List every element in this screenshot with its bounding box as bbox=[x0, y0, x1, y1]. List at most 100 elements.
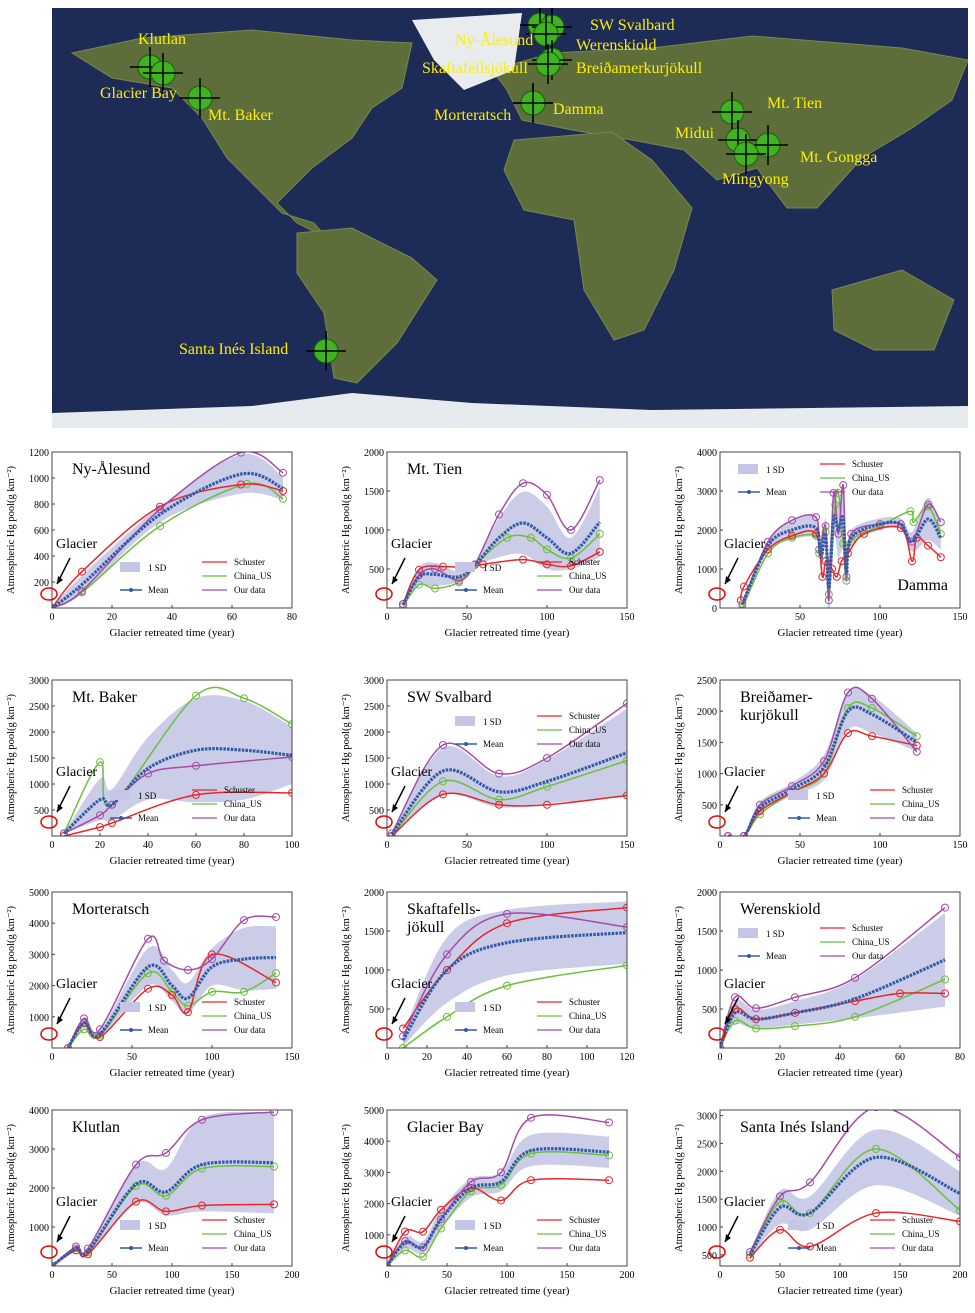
schuster-point bbox=[497, 1196, 505, 1205]
glacier-marker-icon bbox=[708, 1245, 726, 1259]
our_data-point bbox=[272, 912, 280, 921]
our_data-point bbox=[908, 537, 916, 546]
y-tick-label: 3000 bbox=[697, 487, 717, 498]
legend-our_data: Our data bbox=[569, 585, 600, 595]
y-tick-label: 2000 bbox=[29, 982, 49, 993]
chart-svg: 0 20 40 60 80 100 120 500 1000 1500 2000 Glacier re… bbox=[341, 888, 635, 1079]
schuster-line bbox=[67, 953, 277, 1048]
y-tick-label: 1000 bbox=[697, 770, 717, 781]
schuster-line bbox=[740, 525, 942, 601]
our_data-point bbox=[192, 761, 200, 770]
x-tick-label: 150 bbox=[225, 1270, 240, 1281]
x-tick-label: 100 bbox=[873, 612, 888, 623]
site-marker-icon[interactable] bbox=[513, 83, 553, 123]
our_data-line bbox=[402, 479, 601, 605]
chart-panel: 0 50 100 150 200 1000 2000 3000 4000 Glacier retr… bbox=[0, 1098, 325, 1313]
china_us-point bbox=[868, 704, 876, 713]
y-tick-label: 1500 bbox=[364, 927, 384, 938]
glacier-marker-icon bbox=[40, 815, 58, 829]
site-marker-icon[interactable] bbox=[712, 92, 752, 132]
y-tick-label: 2000 bbox=[29, 1184, 49, 1195]
x-tick-label: 50 bbox=[127, 1052, 137, 1063]
site-marker-icon[interactable] bbox=[306, 331, 346, 371]
our_data-line bbox=[720, 907, 946, 1048]
chart-panel: 0 50 100 150 500 1000 1500 2000 2500 Glacier retr… bbox=[668, 668, 975, 883]
our_data-point bbox=[776, 1192, 784, 1201]
legend: 1 SD Mean Schuster China_US Our data bbox=[120, 1215, 272, 1253]
y-tick-label: 3000 bbox=[697, 1112, 717, 1123]
our_data-point bbox=[567, 526, 575, 534]
our_data-line bbox=[387, 1114, 610, 1266]
x-axis-label: Glacier retreated time (year) bbox=[110, 1067, 235, 1079]
x-tick-label: 50 bbox=[795, 612, 805, 623]
sd-band bbox=[387, 1132, 609, 1266]
y-tick-label: 500 bbox=[369, 565, 384, 576]
china_us-line bbox=[749, 1148, 960, 1256]
site-label: Mt. Tien bbox=[767, 95, 823, 112]
y-tick-label: 500 bbox=[702, 1251, 717, 1262]
schuster-point bbox=[956, 1217, 960, 1226]
china_us-point bbox=[399, 1044, 407, 1048]
our_data-point bbox=[912, 747, 921, 756]
y-tick-label: 4000 bbox=[29, 1106, 49, 1117]
our_data-point bbox=[78, 587, 86, 596]
chart-title: Klutlan bbox=[72, 1119, 120, 1136]
x-tick-label: 50 bbox=[442, 1270, 452, 1281]
our_data-point bbox=[746, 1248, 754, 1257]
site-marker-icon[interactable] bbox=[726, 134, 766, 174]
x-tick-label: 50 bbox=[775, 1270, 785, 1281]
y-axis-label: Atmospheric Hg pool(g km⁻²) bbox=[341, 906, 352, 1034]
y-tick-label: 500 bbox=[369, 806, 384, 817]
site-marker-icon[interactable] bbox=[748, 125, 788, 165]
glacier-label: Glacier bbox=[391, 537, 433, 552]
site-marker-icon[interactable] bbox=[143, 53, 183, 93]
glacier-label: Glacier bbox=[56, 765, 98, 780]
our_data-point bbox=[72, 1242, 80, 1251]
y-tick-label: 1000 bbox=[364, 966, 384, 977]
legend-sd: 1 SD bbox=[483, 1221, 502, 1231]
glacier-marker-icon bbox=[375, 1027, 393, 1041]
x-tick-label: 150 bbox=[893, 1270, 908, 1281]
chart-title: SW Svalbard bbox=[407, 689, 492, 706]
our_data-point bbox=[824, 596, 833, 605]
y-tick-label: 3000 bbox=[29, 950, 49, 961]
x-tick-label: 0 bbox=[385, 1270, 390, 1281]
legend-mean: Mean bbox=[816, 813, 837, 823]
mean-line bbox=[720, 958, 946, 1048]
china_us-line bbox=[387, 1151, 610, 1266]
glacier-label: Glacier bbox=[724, 765, 766, 780]
x-tick-label: 100 bbox=[540, 612, 555, 623]
glacier-label: Glacier bbox=[391, 977, 433, 992]
chart-panel: 0 50 100 150 1000 2000 3000 4000 5000 Glacier ret… bbox=[0, 880, 325, 1095]
site-marker-icon[interactable] bbox=[180, 78, 220, 118]
our_data-line bbox=[391, 702, 627, 834]
schuster-point bbox=[567, 561, 575, 570]
legend-sd: 1 SD bbox=[816, 1221, 835, 1231]
site-label: Klutlan bbox=[138, 31, 186, 48]
x-tick-label: 0 bbox=[50, 1270, 55, 1281]
legend-mean: Mean bbox=[766, 951, 787, 961]
legend-sd: 1 SD bbox=[483, 717, 502, 727]
site-marker-icon[interactable] bbox=[528, 44, 568, 84]
y-tick-label: 1500 bbox=[29, 754, 49, 765]
site-label: Skaftafellsjökull bbox=[422, 60, 528, 77]
site-label: Midui bbox=[675, 125, 715, 142]
legend-china_us: China_US bbox=[902, 799, 940, 809]
legend-mean: Mean bbox=[148, 1025, 169, 1035]
y-tick-label: 5000 bbox=[29, 888, 49, 899]
china_us-point bbox=[272, 969, 280, 978]
y-axis-label: Atmospheric Hg pool(g km⁻²) bbox=[341, 694, 352, 822]
our_data-point bbox=[839, 481, 848, 490]
x-tick-label: 100 bbox=[205, 1052, 220, 1063]
x-tick-label: 40 bbox=[143, 840, 153, 851]
our_data-point bbox=[873, 1110, 879, 1112]
our_data-point bbox=[623, 699, 627, 708]
y-tick-label: 4000 bbox=[29, 919, 49, 930]
mean-line bbox=[62, 747, 292, 835]
x-tick-label: 200 bbox=[285, 1270, 300, 1281]
chart-panel: 0 20 40 60 80 200 400 600 800 1000 1200 Glacier ret… bbox=[0, 440, 325, 655]
china_us-point bbox=[270, 1162, 278, 1171]
chart-svg: 0 50 100 150 200 500 1000 1500 2000 2500 3000 Glaci… bbox=[674, 1109, 968, 1297]
our_data-point bbox=[184, 966, 192, 974]
chart-svg: 0 50 100 150 1000 2000 3000 4000 5000 Glacier ret… bbox=[6, 888, 300, 1079]
